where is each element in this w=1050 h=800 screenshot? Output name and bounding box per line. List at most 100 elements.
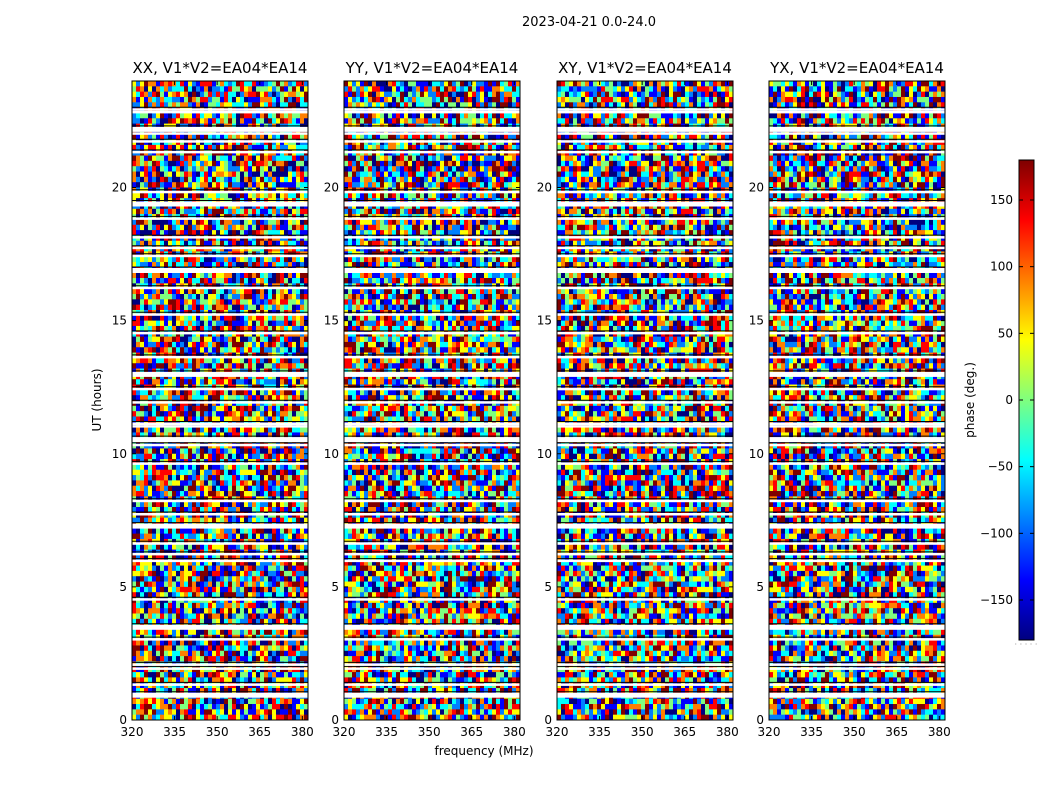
- flagged-band: [344, 190, 520, 194]
- flagged-band: [557, 663, 733, 666]
- flagged-band: [769, 425, 945, 428]
- panel-3: XY, V1*V2=EA04*EA14 320 335 350 365 380 0 5 10 15…: [537, 59, 739, 739]
- flagged-band: [557, 254, 733, 258]
- flagged-band: [132, 499, 308, 503]
- flagged-band: [132, 667, 308, 670]
- x-tick-label: 320: [546, 725, 569, 739]
- colorbar-tick-label: 100: [990, 260, 1013, 274]
- flagged-band: [557, 513, 733, 516]
- flagged-bands: [769, 106, 945, 698]
- flagged-band: [557, 217, 733, 220]
- flagged-band: [344, 246, 520, 250]
- y-tick-label: 20: [112, 181, 127, 195]
- flagged-band: [769, 499, 945, 503]
- colorbar-tick-label: −150: [980, 593, 1013, 607]
- flagged-band: [344, 443, 520, 447]
- flagged-band: [132, 132, 308, 135]
- flagged-band: [557, 462, 733, 465]
- flagged-band: [344, 422, 520, 425]
- y-tick-label: 5: [119, 580, 127, 594]
- flagged-band: [769, 313, 945, 316]
- phase-heatmap-cells: [557, 81, 734, 721]
- flagged-band: [132, 331, 308, 335]
- flagged-band: [344, 598, 520, 601]
- x-tick-label: 320: [121, 725, 144, 739]
- flagged-band: [344, 331, 520, 335]
- x-tick-label: 380: [291, 725, 314, 739]
- flagged-band: [132, 246, 308, 250]
- flagged-band: [557, 355, 733, 359]
- flagged-band: [557, 523, 733, 529]
- flagged-band: [557, 140, 733, 143]
- y-tick-label: 5: [756, 580, 764, 594]
- flagged-band: [769, 462, 945, 465]
- colorbar-tick-label: 150: [990, 193, 1013, 207]
- flagged-bands: [344, 106, 520, 698]
- flagged-band: [769, 140, 945, 143]
- x-tick-label: 350: [631, 725, 654, 739]
- flagged-band: [344, 286, 520, 290]
- flagged-band: [769, 108, 945, 111]
- flagged-band: [132, 638, 308, 641]
- x-tick-label: 335: [163, 725, 186, 739]
- panel-title: YX, V1*V2=EA04*EA14: [769, 59, 944, 77]
- y-tick-label: 20: [324, 181, 339, 195]
- panel-2: YY, V1*V2=EA04*EA14 320 335 350 365 380 0 5 10 15…: [324, 59, 526, 739]
- flagged-band: [769, 663, 945, 666]
- flagged-band: [769, 110, 945, 114]
- x-tick-label: 350: [418, 725, 441, 739]
- flagged-band: [344, 201, 520, 207]
- phase-heatmap-cells: [769, 81, 946, 721]
- flagged-band: [557, 559, 733, 563]
- phase-heatmap-cells: [132, 81, 309, 721]
- flagged-band: [132, 268, 308, 273]
- flagged-bands: [557, 106, 733, 698]
- panel-title: XY, V1*V2=EA04*EA14: [558, 59, 732, 77]
- flagged-band: [344, 667, 520, 670]
- x-tick-label: 350: [843, 725, 866, 739]
- flagged-band: [557, 638, 733, 641]
- flagged-band: [344, 150, 520, 154]
- panel-frame: [343, 80, 521, 721]
- flagged-band: [769, 667, 945, 670]
- colorbar-tick-label: −100: [980, 526, 1013, 540]
- y-tick-label: 5: [331, 580, 339, 594]
- flagged-band: [557, 624, 733, 630]
- colorbar-tick-label: 50: [998, 326, 1013, 340]
- flagged-band: [132, 443, 308, 447]
- flagged-band: [344, 542, 520, 545]
- panel-4: YX, V1*V2=EA04*EA14 320 335 350 365 380 0 5 10 15…: [749, 59, 951, 739]
- flagged-band: [557, 692, 733, 698]
- flagged-band: [344, 425, 520, 428]
- y-tick-label: 20: [537, 181, 552, 195]
- flagged-band: [557, 371, 733, 377]
- flagged-bands: [132, 106, 308, 698]
- flagged-band: [557, 110, 733, 114]
- flagged-band: [769, 683, 945, 686]
- y-tick-label: 0: [544, 713, 552, 727]
- flagged-band: [769, 217, 945, 220]
- flagged-band: [344, 683, 520, 686]
- flagged-band: [344, 268, 520, 273]
- flagged-band: [557, 387, 733, 391]
- flagged-band: [132, 140, 308, 143]
- flagged-band: [769, 437, 945, 443]
- y-tick-label: 10: [537, 447, 552, 461]
- flagged-band: [557, 286, 733, 290]
- flagged-band: [344, 462, 520, 465]
- flagged-band: [769, 513, 945, 516]
- flagged-band: [132, 552, 308, 556]
- flagged-band: [344, 513, 520, 516]
- flagged-band: [769, 371, 945, 377]
- flagged-band: [132, 387, 308, 391]
- flagged-band: [557, 542, 733, 545]
- flagged-band: [344, 236, 520, 239]
- flagged-band: [769, 355, 945, 359]
- flagged-band: [769, 598, 945, 601]
- flagged-band: [769, 246, 945, 250]
- colorbar-ticks: 150 100 50 0 −50 −100 −150: [980, 193, 1034, 607]
- flagged-band: [769, 150, 945, 154]
- flagged-band: [769, 523, 945, 529]
- flagged-band: [132, 598, 308, 601]
